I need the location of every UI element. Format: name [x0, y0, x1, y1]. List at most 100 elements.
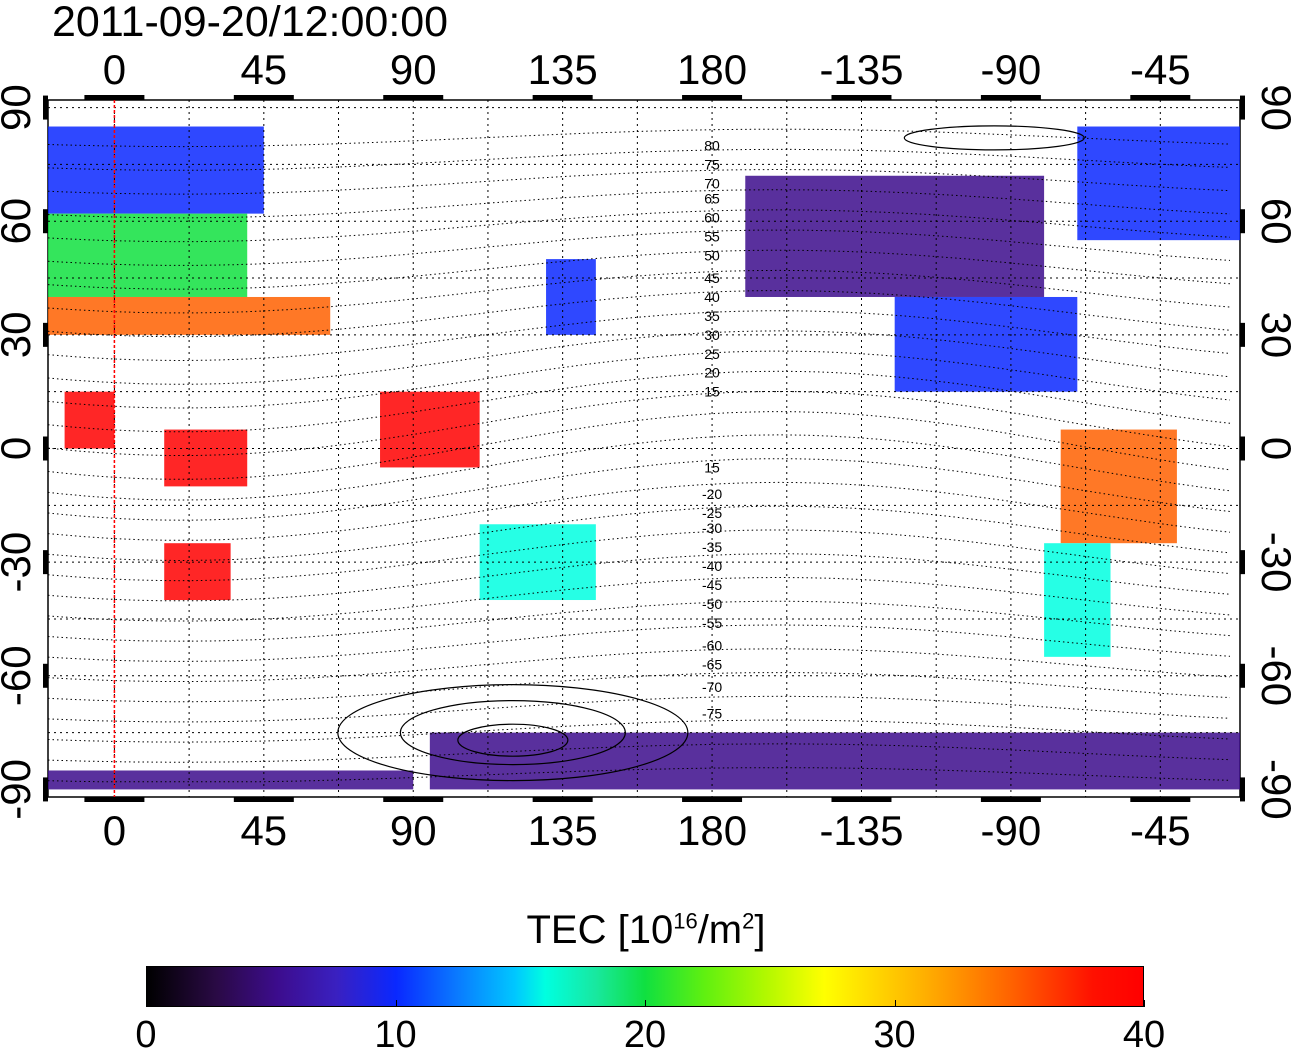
lat-label-left: -90	[0, 759, 39, 820]
tec-patch-brazil	[1060, 429, 1177, 544]
contour-label: -55	[702, 615, 722, 631]
magnetic-contour	[47, 148, 1231, 171]
frame-tick-right	[1240, 550, 1245, 575]
lat-label-right: -30	[1253, 532, 1292, 593]
magnetic-contour	[47, 209, 1231, 243]
lat-label-left: 60	[0, 198, 39, 245]
contour-label: 15	[704, 459, 720, 475]
contour-label: 65	[704, 190, 720, 206]
contour-label: 70	[704, 175, 720, 191]
lon-label-top: -135	[819, 46, 903, 93]
frame-tick-left	[43, 550, 48, 575]
lon-label-top: 0	[103, 46, 126, 93]
frame-tick-right	[1240, 777, 1245, 802]
lon-label-bottom: -135	[819, 807, 903, 854]
contour-label: -45	[702, 577, 722, 593]
frame-tick-top	[532, 95, 593, 100]
contour-label: -30	[702, 520, 722, 536]
colorbar-tick-mark	[146, 1000, 147, 1007]
colorbar-tick-mark	[395, 1000, 397, 1007]
lon-label-top: 135	[528, 46, 598, 93]
colorbar-tick-label: 0	[135, 1014, 157, 1056]
tec-patch-southeast-asia	[380, 391, 480, 468]
frame-tick-top	[682, 95, 743, 100]
colorbar-title-unit: /m	[697, 908, 743, 952]
contour-label: 40	[704, 289, 720, 305]
frame-tick-bottom	[383, 797, 444, 802]
frame-tick-left	[43, 209, 48, 234]
lon-label-bottom: -90	[981, 807, 1042, 854]
tec-patch-argentina	[1044, 543, 1111, 657]
lon-label-top: 90	[390, 46, 437, 93]
contour-label: -70	[702, 679, 722, 695]
frame-tick-bottom	[532, 797, 593, 802]
colorbar-title-suffix: ]	[754, 908, 766, 952]
lon-label-bottom: 135	[528, 807, 598, 854]
magnetic-contour	[47, 505, 1231, 562]
lat-label-left: -60	[0, 645, 39, 706]
contour-label: 35	[704, 308, 720, 324]
contour-label: -20	[702, 486, 722, 502]
magnetic-contour	[47, 458, 1231, 521]
magnetic-contour	[47, 391, 1231, 456]
magnetic-contour	[47, 229, 1231, 266]
frame-tick-bottom	[233, 797, 294, 802]
lon-label-top: 180	[677, 46, 747, 93]
contour-label: 55	[704, 228, 720, 244]
lon-label-top: -90	[981, 46, 1042, 93]
contour-label: 75	[704, 156, 720, 172]
magnetic-contour	[47, 189, 1231, 219]
tec-patch-europe	[48, 213, 248, 297]
frame-tick-right	[1240, 663, 1245, 688]
tec-patch-japan	[546, 259, 596, 335]
frame-tick-right	[1240, 436, 1245, 461]
contour-label: 60	[704, 209, 720, 225]
tec-patch-west-africa	[64, 391, 115, 449]
plot-title: 2011-09-20/12:00:00	[52, 0, 449, 46]
magnetic-contour	[47, 350, 1231, 409]
colorbar-title-prefix: TEC [10	[526, 908, 674, 952]
frame-tick-right	[1240, 209, 1245, 234]
frame-tick-right	[1240, 322, 1245, 347]
magnetic-contour	[47, 624, 1231, 662]
frame-tick-top	[233, 95, 294, 100]
magnetic-contour	[47, 168, 1231, 195]
magnetic-contour	[47, 743, 1231, 763]
colorbar-tick-label: 30	[873, 1014, 916, 1056]
contour-label: -50	[702, 596, 722, 612]
lat-label-right: 0	[1253, 437, 1292, 460]
colorbar-tick-mark	[1144, 1000, 1145, 1007]
contour-label: 50	[704, 247, 720, 263]
lon-label-bottom: -45	[1130, 807, 1191, 854]
magnetic-pole-contour	[337, 684, 689, 782]
lat-label-right: 60	[1253, 198, 1292, 245]
colorbar-title: TEC [1016/m2]	[0, 905, 1292, 955]
colorbar-tick-mark	[894, 1000, 896, 1007]
colorbar-title-unit-exponent: 2	[742, 908, 755, 934]
contour-label: -65	[702, 656, 722, 672]
frame-tick-top	[831, 95, 892, 100]
lon-label-bottom: 180	[677, 807, 747, 854]
frame-tick-left	[43, 777, 48, 802]
lon-label-bottom: 45	[240, 807, 287, 854]
frame-tick-top	[1130, 95, 1191, 100]
lat-label-left: 90	[0, 84, 39, 131]
tec-patch-arctic-europe	[48, 126, 264, 214]
colorbar-tick-label: 10	[374, 1014, 417, 1056]
frame-tick-bottom	[831, 797, 892, 802]
contour-label: -35	[702, 539, 722, 555]
lon-label-bottom: 90	[390, 807, 437, 854]
frame-tick-bottom	[84, 797, 145, 802]
contour-label: 30	[704, 327, 720, 343]
magnetic-contour	[47, 719, 1231, 743]
magnetic-contour	[47, 370, 1231, 433]
colorbar-tick-label: 20	[623, 1014, 667, 1056]
tec-patch-south-pole-strip	[48, 770, 414, 790]
tec-patch-south-africa	[164, 543, 231, 601]
frame-tick-bottom	[1130, 797, 1191, 802]
frame-tick-left	[43, 322, 48, 347]
contour-label: 15	[704, 384, 720, 400]
frame-tick-top	[383, 95, 444, 100]
magnetic-pole-contour	[399, 700, 626, 766]
tec-patch-canada	[745, 175, 1045, 297]
